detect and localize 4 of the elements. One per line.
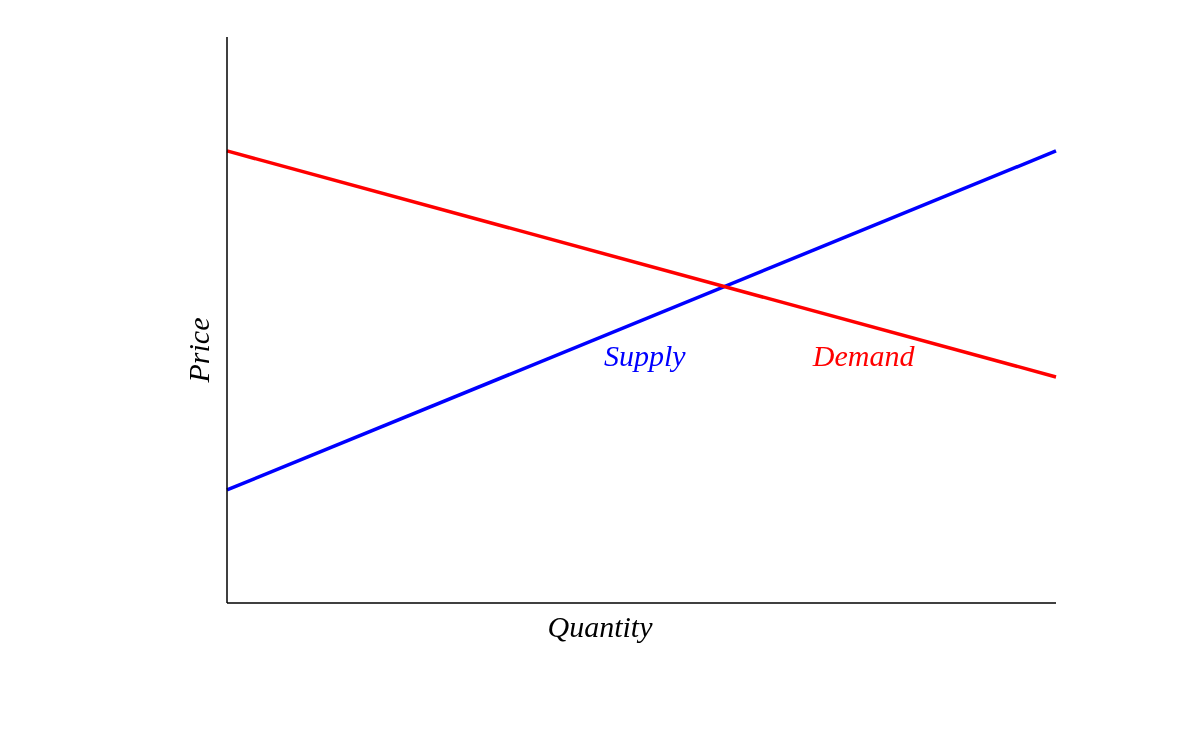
series-label: Demand (811, 339, 916, 372)
series-label: Supply (603, 339, 687, 372)
x-axis-title: Quantity (547, 610, 654, 643)
y-axis-title: Price (182, 317, 215, 384)
